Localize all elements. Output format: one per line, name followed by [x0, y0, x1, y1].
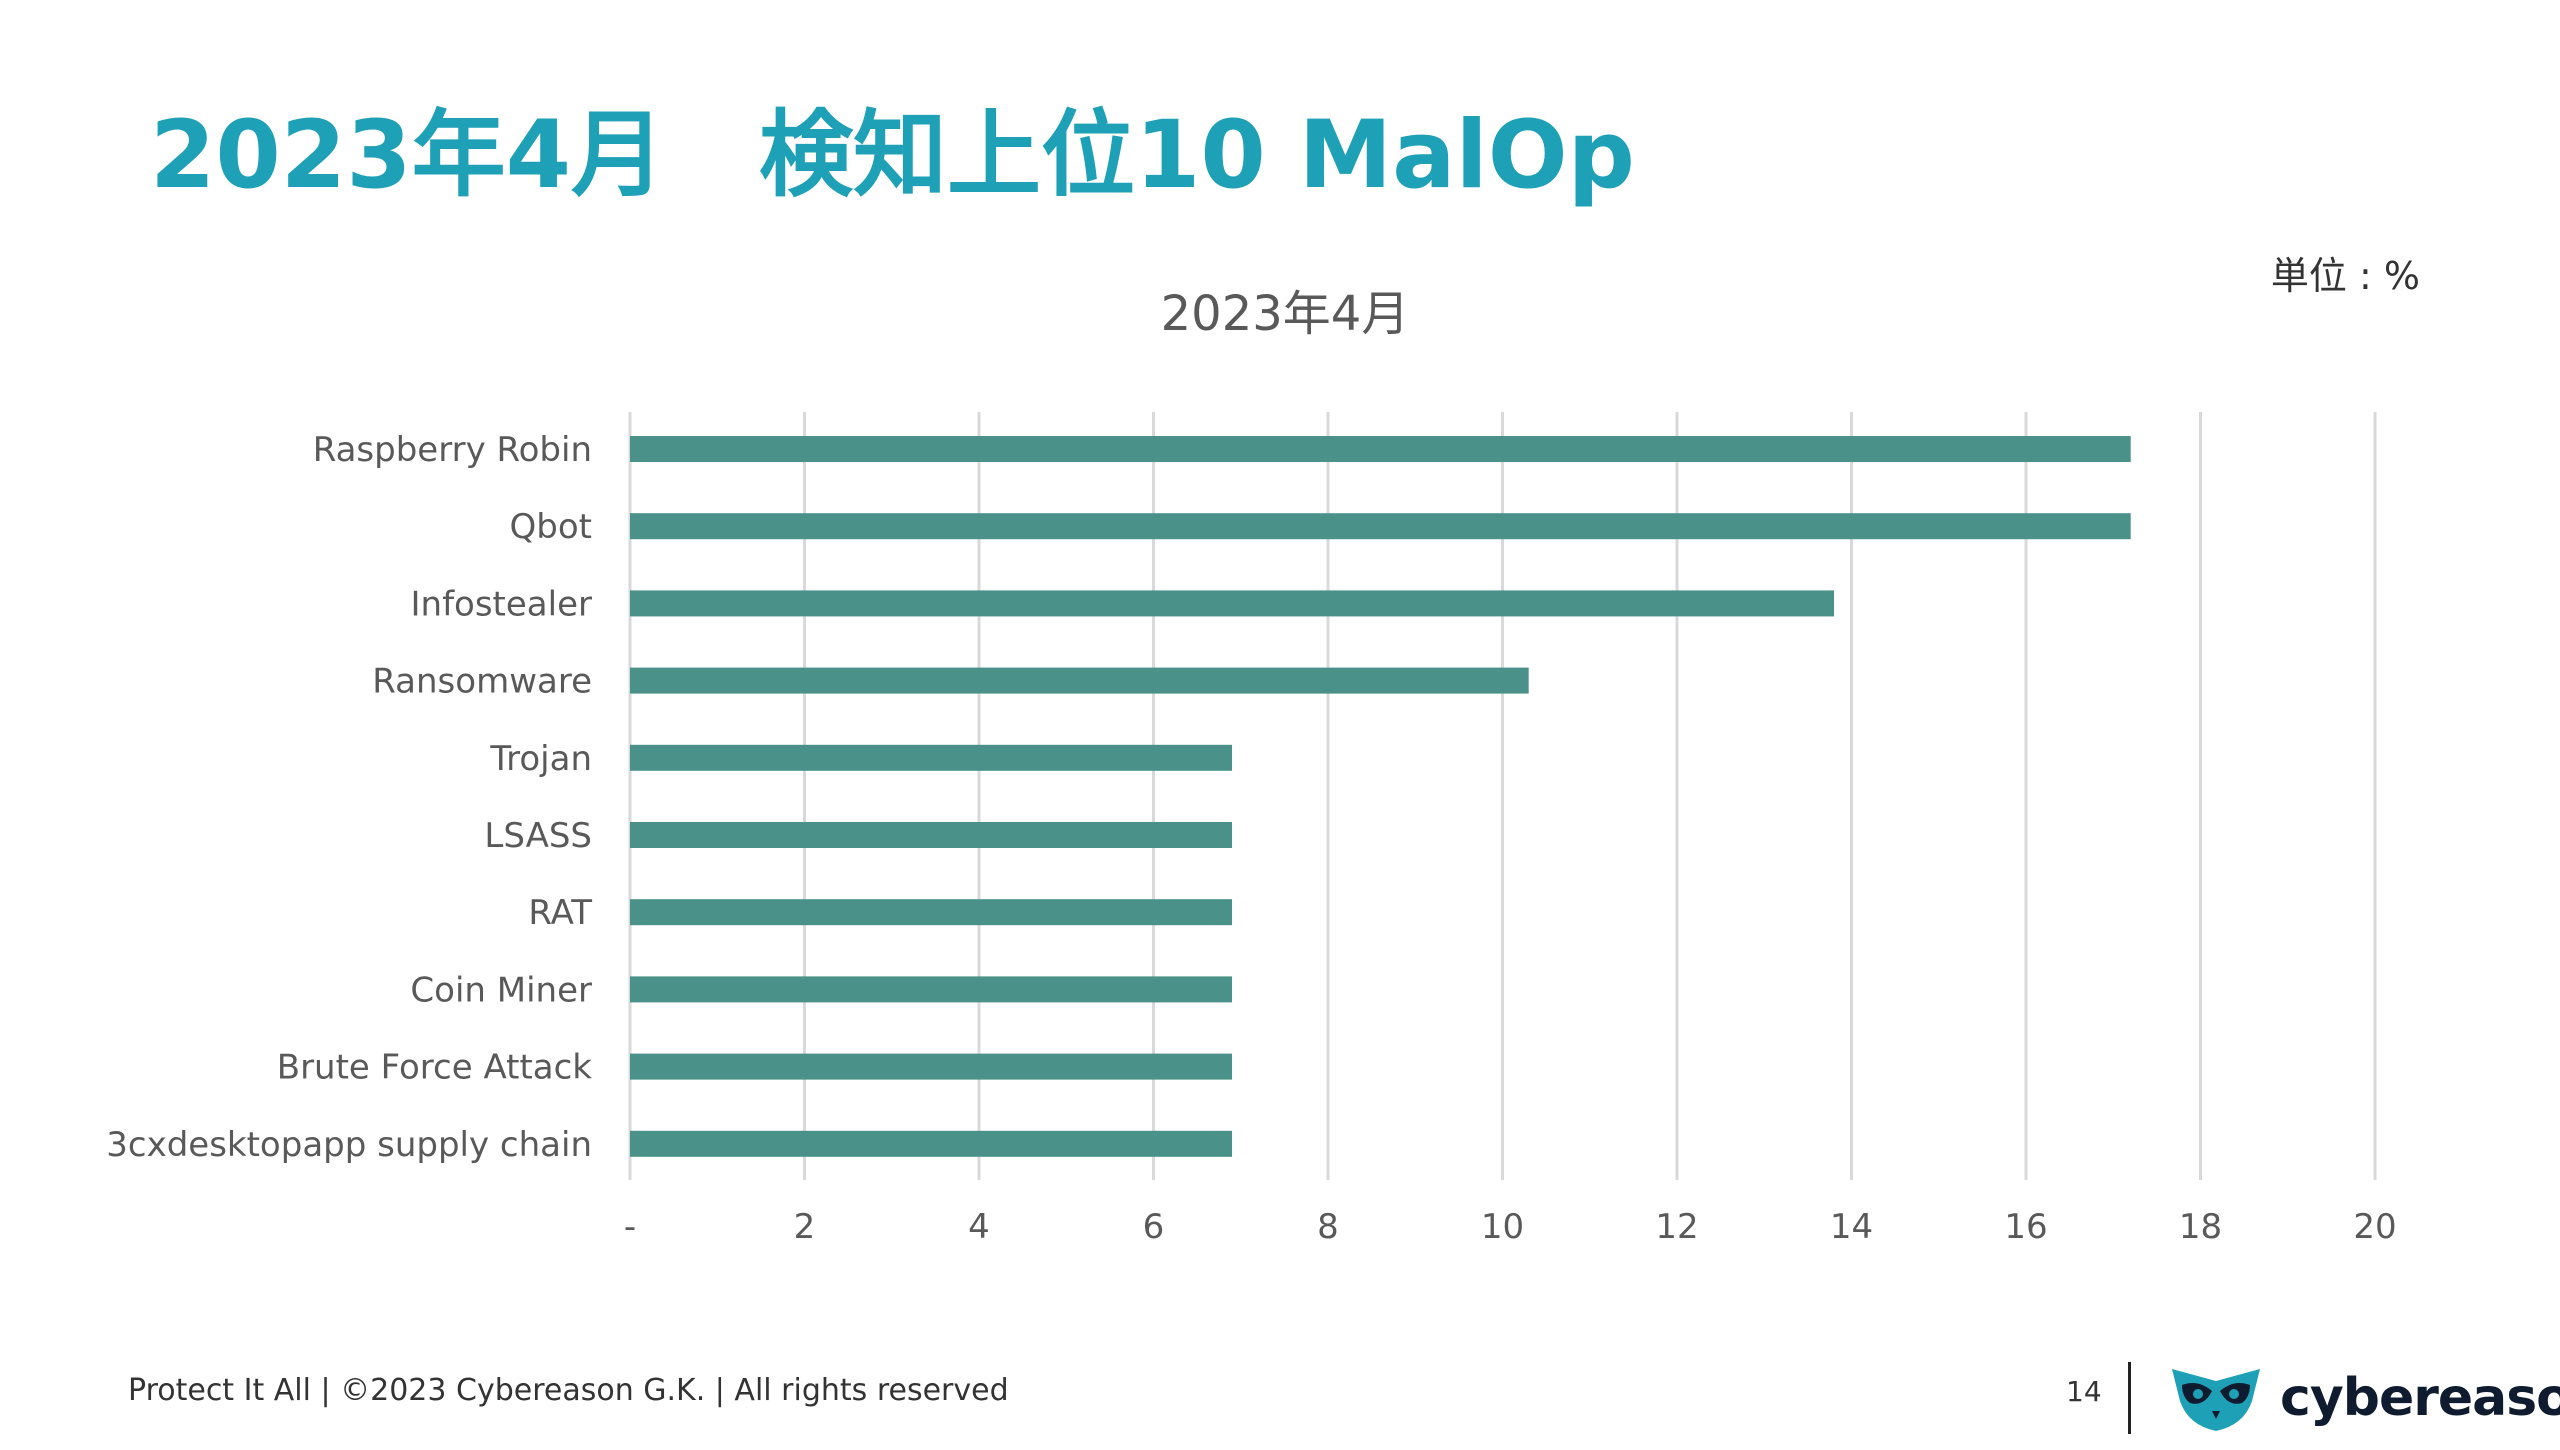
x-tick-label: 8 [1317, 1207, 1339, 1247]
category-label: Infostealer [411, 584, 593, 624]
slide-title: 2023年4月 検知上位10 MalOp [150, 101, 1635, 210]
unit-label: 単位 : % [2270, 254, 2420, 298]
x-tick-label: - [624, 1207, 636, 1247]
x-tick-label: 12 [1655, 1207, 1698, 1247]
category-label: RAT [528, 893, 592, 933]
bar [630, 1053, 1233, 1080]
category-label: 3cxdesktopapp supply chain [106, 1125, 592, 1165]
bars [630, 436, 2131, 1157]
bar [630, 667, 1529, 694]
x-tick-label: 6 [1143, 1207, 1165, 1247]
footer-copyright: Protect It All | ©2023 Cybereason G.K. |… [128, 1373, 1009, 1408]
page-number: 14 [2066, 1375, 2102, 1408]
category-label: Raspberry Robin [313, 430, 592, 470]
category-labels: Raspberry Robin Qbot Infostealer Ransomware… [106, 430, 592, 1165]
x-tick-label: 4 [968, 1207, 990, 1247]
x-tick-label: 18 [2179, 1207, 2222, 1247]
category-label: Brute Force Attack [277, 1048, 593, 1088]
bar [630, 590, 1835, 617]
logo-text: cybereason [2280, 1368, 2560, 1428]
x-tick-label: 2 [794, 1207, 816, 1247]
category-label: Ransomware [372, 662, 592, 702]
grid-lines [628, 412, 2377, 1180]
bar [630, 976, 1233, 1003]
bar [630, 744, 1233, 771]
x-tick-label: 14 [1830, 1207, 1873, 1247]
owl-logo-icon [2172, 1369, 2260, 1431]
cybereason-logo: cybereason [2168, 1360, 2560, 1436]
bar [630, 513, 2131, 540]
bar [630, 436, 2131, 462]
category-label: Trojan [489, 739, 592, 779]
category-label: Coin Miner [410, 970, 592, 1010]
bar [630, 1130, 1233, 1157]
x-tick-labels: - 2 4 6 8 10 12 14 16 18 20 [624, 1207, 2397, 1247]
chart-title: 2023年4月 [1161, 286, 1410, 342]
x-tick-label: 16 [2004, 1207, 2047, 1247]
bar [630, 822, 1233, 848]
category-label: LSASS [484, 816, 592, 856]
bar [630, 899, 1233, 926]
x-tick-label: 20 [2353, 1207, 2396, 1247]
bar-chart: 2023年4月 Raspberry RobinQbotInfostealerRa… [106, 286, 2397, 1247]
x-tick-label: 10 [1481, 1207, 1524, 1247]
footer-divider [2128, 1362, 2131, 1434]
category-label: Qbot [510, 507, 592, 547]
